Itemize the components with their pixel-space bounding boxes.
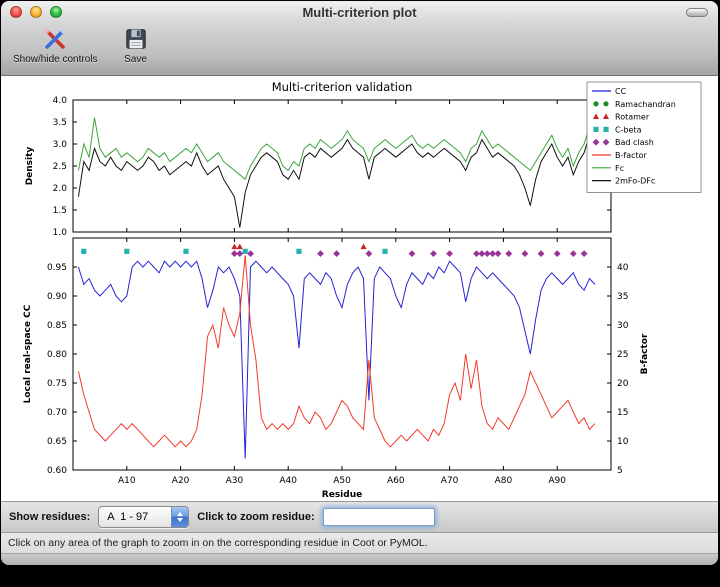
window-title: Multi-criterion plot xyxy=(302,5,417,20)
svg-text:Bad clash: Bad clash xyxy=(615,138,654,147)
chart-legend: CC Ramachandran Rotamer C-beta Bad clash B-fa… xyxy=(586,81,701,193)
svg-text:Fc: Fc xyxy=(615,164,624,173)
svg-text:3.5: 3.5 xyxy=(52,118,66,128)
svg-text:A70: A70 xyxy=(440,476,458,486)
svg-text:0.80: 0.80 xyxy=(46,350,66,360)
traffic-lights xyxy=(10,6,62,18)
svg-text:2.5: 2.5 xyxy=(52,162,66,172)
svg-text:2mFo-DFc: 2mFo-DFc xyxy=(615,177,655,186)
window-header: Multi-criterion plot Show/hide controls xyxy=(1,1,718,76)
status-bar: Click on any area of the graph to zoom i… xyxy=(1,532,718,553)
svg-text:A10: A10 xyxy=(117,476,135,486)
svg-text:Local real-space CC: Local real-space CC xyxy=(23,304,33,403)
svg-text:0.60: 0.60 xyxy=(46,466,66,476)
status-text: Click on any area of the graph to zoom i… xyxy=(8,537,428,549)
markers-C-beta xyxy=(80,248,388,254)
plot-panel: Multi-criterion validation 1.0 1.5 2.0 2.5 3.… xyxy=(1,76,718,501)
svg-text:40: 40 xyxy=(617,263,629,273)
svg-text:Multi-criterion validation: Multi-criterion validation xyxy=(271,80,412,94)
window-bottom-edge xyxy=(1,553,718,565)
svg-text:A30: A30 xyxy=(225,476,243,486)
arrow-down-icon xyxy=(177,518,184,522)
svg-text:30: 30 xyxy=(617,321,629,331)
svg-text:1.0: 1.0 xyxy=(52,228,67,238)
show-hide-controls-button[interactable]: Show/hide controls xyxy=(9,24,102,66)
svg-text:Residue: Residue xyxy=(321,490,361,500)
toolbar-toggle-button[interactable] xyxy=(686,8,708,17)
series-Fc xyxy=(77,117,595,181)
svg-text:A60: A60 xyxy=(386,476,404,486)
save-icon xyxy=(122,25,150,53)
svg-text:CC: CC xyxy=(615,87,627,96)
svg-text:10: 10 xyxy=(617,437,629,447)
svg-text:3.0: 3.0 xyxy=(52,140,67,150)
chart-svg[interactable]: Multi-criterion validation 1.0 1.5 2.0 2.5 3.… xyxy=(14,78,705,501)
svg-text:A50: A50 xyxy=(333,476,351,486)
minimize-button[interactable] xyxy=(30,6,42,18)
zoom-residue-label: Click to zoom residue: xyxy=(197,511,315,523)
svg-text:0.90: 0.90 xyxy=(46,292,66,302)
residue-range-value: A 1 - 97 xyxy=(107,511,149,523)
svg-text:2.0: 2.0 xyxy=(52,184,67,194)
save-button[interactable]: Save xyxy=(118,24,154,66)
svg-text:Ramachandran: Ramachandran xyxy=(615,100,676,109)
svg-text:1.5: 1.5 xyxy=(52,206,66,216)
svg-text:0.95: 0.95 xyxy=(46,263,66,273)
markers-Bad clash xyxy=(230,250,587,258)
svg-text:0.70: 0.70 xyxy=(46,408,66,418)
svg-text:A90: A90 xyxy=(548,476,566,486)
maximize-button[interactable] xyxy=(50,6,62,18)
svg-text:B-factor: B-factor xyxy=(640,333,650,374)
stepper-icon xyxy=(171,507,189,527)
svg-text:0.65: 0.65 xyxy=(46,437,66,447)
toolbar: Show/hide controls Save xyxy=(9,24,154,66)
svg-text:Rotamer: Rotamer xyxy=(615,113,650,122)
svg-text:A40: A40 xyxy=(279,476,297,486)
toolbar-button-label: Show/hide controls xyxy=(13,54,98,65)
toolbar-button-label: Save xyxy=(124,54,147,65)
close-button[interactable] xyxy=(10,6,22,18)
svg-text:4.0: 4.0 xyxy=(52,96,67,106)
svg-text:C-beta: C-beta xyxy=(615,125,642,134)
markers-Rotamer xyxy=(230,243,367,250)
show-residues-label: Show residues: xyxy=(9,511,91,523)
tools-icon xyxy=(41,25,69,53)
residue-range-select[interactable]: A 1 - 97 xyxy=(98,506,190,528)
svg-text:5: 5 xyxy=(617,466,623,476)
svg-text:A20: A20 xyxy=(171,476,189,486)
svg-text:20: 20 xyxy=(617,379,629,389)
svg-text:35: 35 xyxy=(617,292,628,302)
series-CC xyxy=(77,260,595,459)
svg-text:A80: A80 xyxy=(494,476,512,486)
svg-text:B-factor: B-factor xyxy=(615,151,648,160)
controls-bar: Show residues: A 1 - 97 Click to zoom re… xyxy=(1,501,718,532)
series-2mFo-DFc xyxy=(77,133,595,228)
svg-text:0.75: 0.75 xyxy=(46,379,66,389)
svg-text:Density: Density xyxy=(25,147,35,186)
svg-text:0.85: 0.85 xyxy=(46,321,66,331)
app-window: Multi-criterion plot Show/hide controls xyxy=(1,1,718,565)
svg-text:15: 15 xyxy=(617,408,628,418)
svg-text:25: 25 xyxy=(617,350,628,360)
validation-chart[interactable]: Multi-criterion validation 1.0 1.5 2.0 2.5 3.… xyxy=(14,78,705,501)
zoom-residue-input[interactable] xyxy=(322,508,435,526)
arrow-up-icon xyxy=(177,512,184,516)
series-B-factor xyxy=(77,255,595,448)
